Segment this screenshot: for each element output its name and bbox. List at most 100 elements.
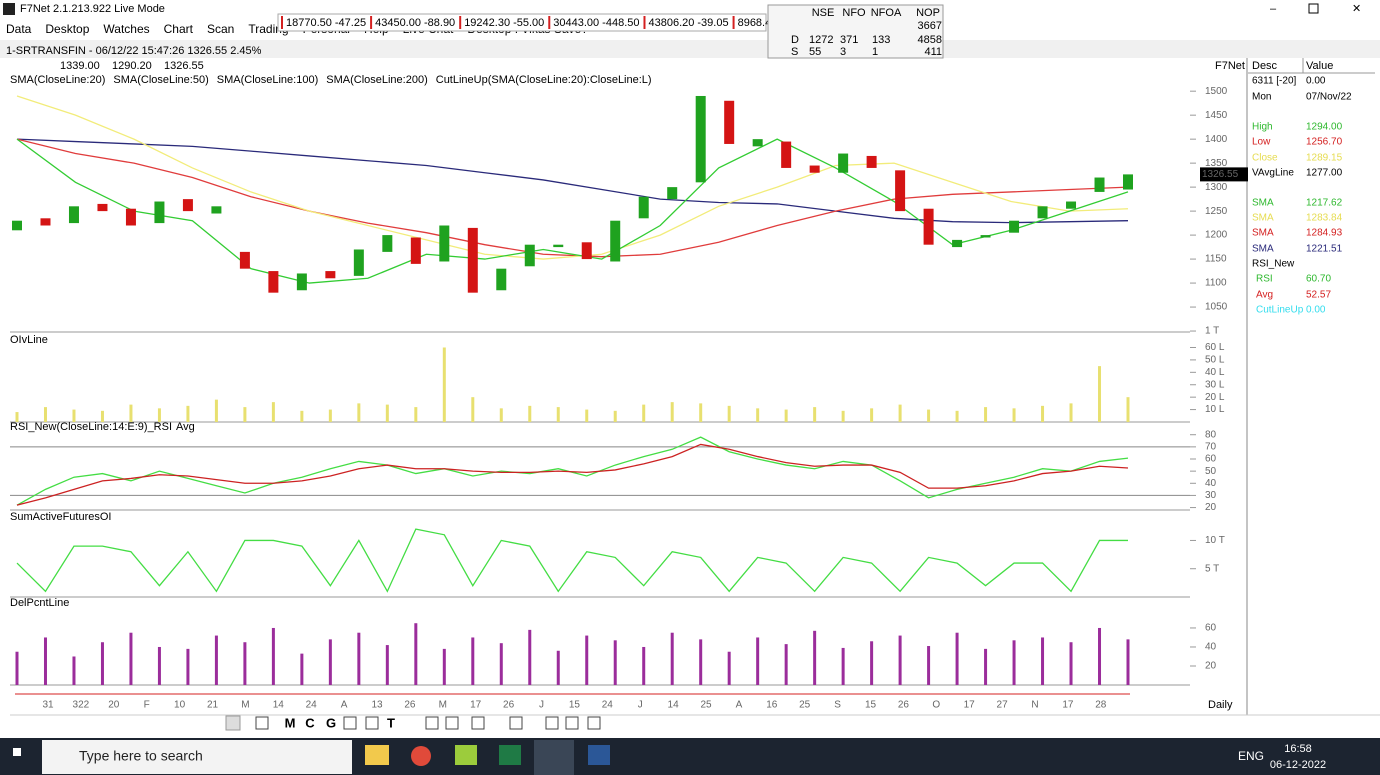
panel-title: Avg [176, 421, 195, 433]
bar [613, 640, 617, 685]
toolbar-icon[interactable] [445, 716, 459, 730]
menu-item[interactable]: Chart [164, 22, 194, 36]
info-label: SMA [1252, 213, 1274, 224]
info-label: Avg [1256, 290, 1273, 301]
indicator-line [16, 528, 1128, 593]
toolbar-icon[interactable] [343, 716, 357, 730]
x-tick-label: 26 [503, 700, 515, 711]
indicator-line [16, 138, 1129, 258]
toolbar-icon[interactable] [365, 716, 379, 730]
ticker-flag [459, 16, 462, 29]
search-box[interactable] [42, 740, 352, 774]
toolbar-icon[interactable] [255, 716, 269, 730]
candle [125, 208, 136, 226]
y-tick-label: 1450 [1205, 110, 1228, 121]
chrome-icon[interactable] [411, 746, 431, 766]
toolbar-icon[interactable] [425, 716, 439, 730]
bar [471, 397, 475, 422]
menu-item[interactable]: Data [6, 22, 32, 36]
y-tick-label: 60 [1205, 623, 1217, 634]
info-value: 0.00 [1306, 305, 1326, 316]
nop-key: D [791, 34, 799, 46]
explorer-icon[interactable] [365, 745, 389, 765]
toolbar-icon[interactable] [471, 716, 485, 730]
bar [756, 637, 760, 685]
x-tick-label: 25 [700, 700, 712, 711]
candle [1009, 220, 1020, 233]
word-icon[interactable] [588, 745, 610, 765]
bar [100, 642, 104, 685]
bar [642, 404, 646, 422]
bar [243, 642, 247, 685]
indicator-line [16, 95, 1129, 260]
menu-item[interactable]: Watches [103, 22, 149, 36]
candle [752, 139, 763, 147]
active-app[interactable] [534, 740, 574, 775]
bar [1069, 403, 1073, 422]
y-tick-label: 20 L [1205, 392, 1225, 403]
candle [296, 273, 307, 291]
ohlc-value: 1290.20 [112, 60, 152, 72]
ticker-price: 43806.20 [648, 17, 694, 29]
toolbar-button[interactable]: M [285, 715, 296, 730]
excel-icon[interactable] [499, 745, 521, 765]
maximize[interactable] [1308, 3, 1319, 14]
bar [1126, 639, 1130, 685]
legend-entry: CutLineUp(SMA(CloseLine:20):CloseLine:L) [436, 74, 652, 86]
toolbar-button[interactable]: G [326, 715, 336, 730]
x-tick-label: 25 [799, 700, 811, 711]
candle [439, 225, 450, 262]
menu-item[interactable]: Desktop [45, 22, 89, 36]
x-tick-label: 17 [1062, 700, 1074, 711]
bar [471, 637, 475, 685]
x-tick-label: 28 [1095, 700, 1107, 711]
x-tick-label: J [638, 700, 643, 711]
bar [214, 399, 218, 422]
bar [15, 412, 19, 422]
toolbar-button[interactable]: C [305, 715, 315, 730]
bar [499, 643, 503, 685]
toolbar-icon[interactable] [565, 716, 579, 730]
bar [214, 635, 218, 685]
candle [182, 199, 193, 212]
toolbar-icon[interactable] [587, 716, 601, 730]
candle [724, 100, 735, 144]
indicator-line [16, 443, 1129, 506]
toolbar-icon[interactable] [545, 716, 559, 730]
candle [923, 208, 934, 245]
y-tick-label: 40 [1205, 478, 1217, 489]
search-placeholder[interactable]: Type here to search [79, 748, 203, 764]
app-icon-2[interactable] [455, 745, 477, 765]
bar [841, 647, 845, 685]
bar [129, 404, 133, 422]
info-header: Value [1306, 60, 1333, 72]
close[interactable]: ✕ [1352, 3, 1361, 15]
bar [100, 410, 104, 422]
minimize[interactable]: – [1270, 3, 1277, 15]
bar [585, 635, 589, 685]
toolbar-box[interactable] [225, 715, 241, 731]
candle [638, 196, 649, 219]
start-button[interactable] [13, 748, 21, 756]
nop-header: NFOA [871, 7, 902, 19]
candle [866, 155, 877, 168]
nop-header: NFO [842, 7, 866, 19]
y-tick-label: 80 [1205, 429, 1217, 440]
info-value: 07/Nov/22 [1306, 92, 1352, 103]
candle [353, 249, 364, 276]
candle [239, 251, 250, 269]
bar [984, 407, 988, 422]
toolbar-icon[interactable] [509, 716, 523, 730]
info-label: Close [1252, 153, 1278, 164]
menu-item[interactable]: Scan [207, 22, 234, 36]
x-tick-label: O [932, 700, 940, 711]
bar [499, 408, 503, 422]
candle [97, 203, 108, 212]
app-label: F7Net [1215, 60, 1245, 72]
info-value: 1289.15 [1306, 153, 1343, 164]
ticker-price: 18770.50 [286, 17, 332, 29]
info-value: 60.70 [1306, 274, 1331, 285]
toolbar-button[interactable]: T [387, 715, 395, 730]
bar [43, 637, 47, 685]
x-tick-label: 20 [108, 700, 120, 711]
